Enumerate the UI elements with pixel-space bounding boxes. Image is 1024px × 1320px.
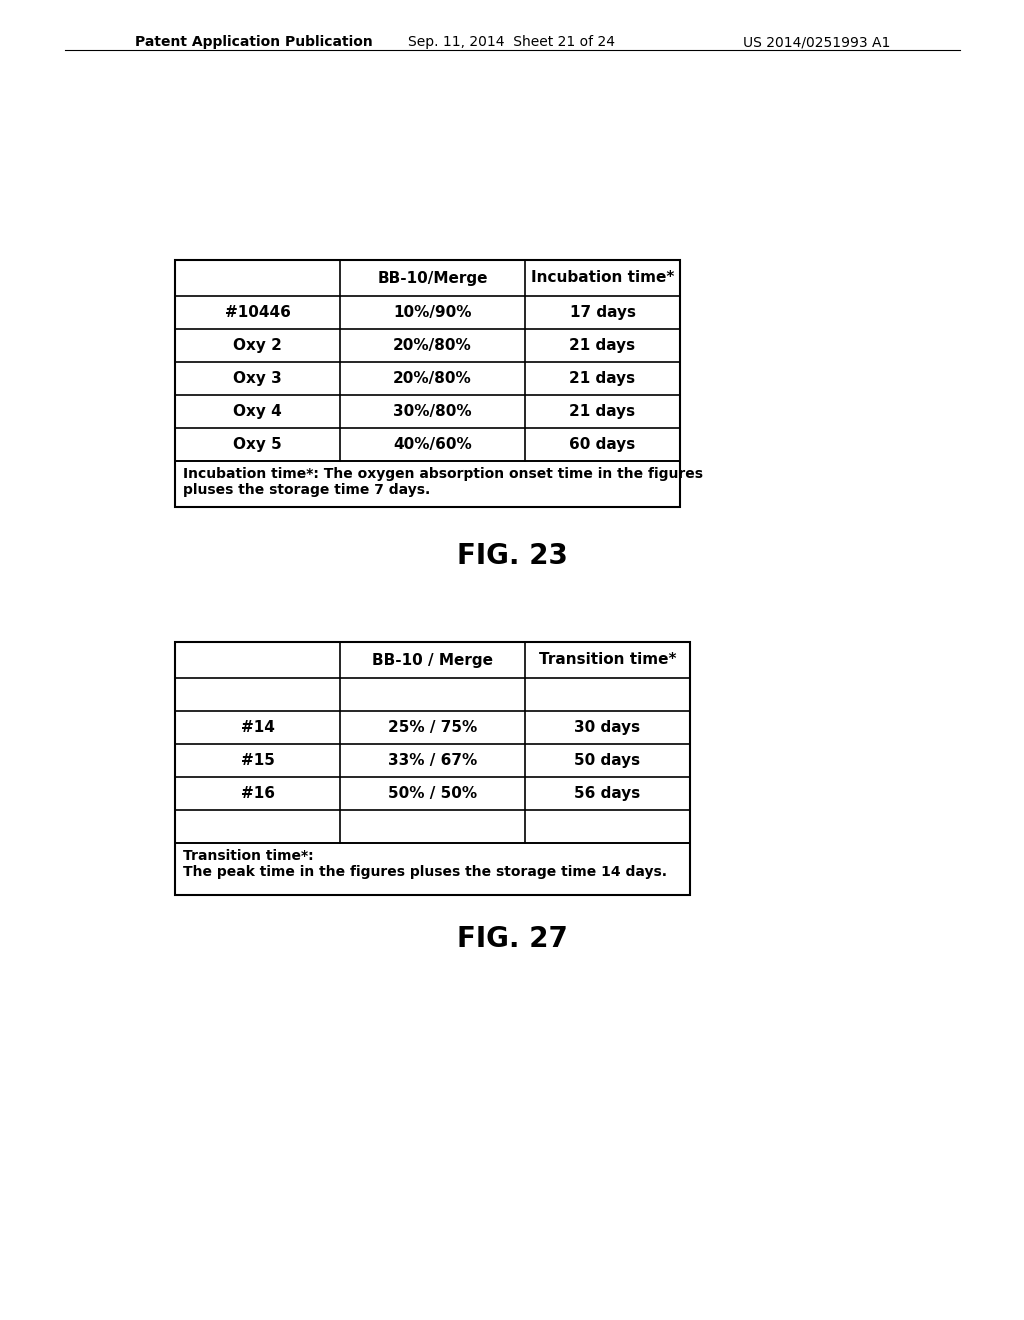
Text: BB-10/Merge: BB-10/Merge	[377, 271, 487, 285]
Text: Sep. 11, 2014  Sheet 21 of 24: Sep. 11, 2014 Sheet 21 of 24	[409, 36, 615, 49]
Text: 25% / 75%: 25% / 75%	[388, 719, 477, 735]
Text: 60 days: 60 days	[569, 437, 636, 451]
Text: #15: #15	[241, 752, 274, 768]
Text: Transition time*:
The peak time in the figures pluses the storage time 14 days.: Transition time*: The peak time in the f…	[183, 849, 667, 879]
FancyBboxPatch shape	[175, 642, 690, 895]
Text: 50% / 50%: 50% / 50%	[388, 785, 477, 801]
Text: 20%/80%: 20%/80%	[393, 371, 472, 385]
Text: #14: #14	[241, 719, 274, 735]
Text: FIG. 23: FIG. 23	[457, 543, 567, 570]
Text: BB-10 / Merge: BB-10 / Merge	[372, 652, 493, 668]
Text: Oxy 2: Oxy 2	[233, 338, 282, 352]
Text: 17 days: 17 days	[569, 305, 636, 319]
Text: 21 days: 21 days	[569, 338, 636, 352]
Text: #16: #16	[241, 785, 274, 801]
Text: 40%/60%: 40%/60%	[393, 437, 472, 451]
Text: US 2014/0251993 A1: US 2014/0251993 A1	[742, 36, 890, 49]
Text: Oxy 4: Oxy 4	[233, 404, 282, 418]
Text: Transition time*: Transition time*	[539, 652, 676, 668]
Text: Oxy 3: Oxy 3	[233, 371, 282, 385]
Text: 30%/80%: 30%/80%	[393, 404, 472, 418]
Text: 56 days: 56 days	[574, 785, 641, 801]
Text: 21 days: 21 days	[569, 371, 636, 385]
Text: 21 days: 21 days	[569, 404, 636, 418]
Text: Incubation time*: The oxygen absorption onset time in the figures
pluses the sto: Incubation time*: The oxygen absorption …	[183, 467, 703, 498]
Text: 33% / 67%: 33% / 67%	[388, 752, 477, 768]
Text: FIG. 27: FIG. 27	[457, 925, 567, 953]
Text: 10%/90%: 10%/90%	[393, 305, 472, 319]
Text: Patent Application Publication: Patent Application Publication	[135, 36, 373, 49]
Text: 30 days: 30 days	[574, 719, 641, 735]
Text: 20%/80%: 20%/80%	[393, 338, 472, 352]
Text: Oxy 5: Oxy 5	[233, 437, 282, 451]
Text: #10446: #10446	[224, 305, 291, 319]
Text: 50 days: 50 days	[574, 752, 641, 768]
Text: Incubation time*: Incubation time*	[530, 271, 674, 285]
FancyBboxPatch shape	[175, 260, 680, 507]
